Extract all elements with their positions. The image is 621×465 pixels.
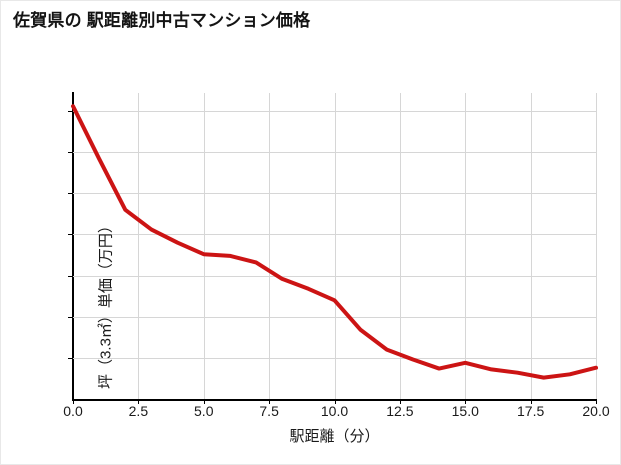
- y-tick-mark: [68, 193, 73, 195]
- x-tick-mark: [530, 399, 532, 404]
- chart-title: 佐賀県の 駅距離別中古マンション価格: [13, 11, 311, 30]
- y-tick-mark: [68, 234, 73, 236]
- x-tick-label: 12.5: [386, 403, 414, 419]
- x-axis-label: 駅距離（分）: [289, 428, 380, 445]
- x-tick-mark: [465, 399, 467, 404]
- x-tick-label: 5.0: [194, 403, 214, 419]
- gridline-vertical: [203, 93, 205, 399]
- x-tick-mark: [269, 399, 271, 404]
- x-tick-mark: [73, 399, 74, 404]
- x-tick-label: 2.5: [128, 403, 149, 419]
- gridline-vertical: [334, 93, 336, 399]
- x-tick-mark: [399, 399, 401, 404]
- x-tick-label: 10.0: [320, 403, 349, 419]
- gridline-vertical: [269, 93, 271, 399]
- x-tick-mark: [334, 399, 336, 404]
- x-tick-mark: [138, 399, 140, 404]
- plot-area-wrapper: 52.555.057.560.062.565.067.5 0.02.55.07.…: [63, 92, 610, 419]
- gridline-vertical: [530, 93, 532, 399]
- y-tick-mark: [68, 275, 73, 277]
- gridline-vertical: [596, 93, 597, 399]
- gridline-vertical: [399, 93, 401, 399]
- x-tick-label: 17.5: [517, 403, 545, 419]
- y-tick-mark: [68, 152, 73, 154]
- y-tick-mark: [68, 111, 73, 113]
- y-tick-mark: [68, 316, 73, 318]
- x-tick-label: 20.0: [582, 403, 610, 419]
- x-tick-mark: [596, 399, 597, 404]
- gridline-vertical: [465, 93, 467, 399]
- x-tick-label: 7.5: [259, 403, 279, 419]
- y-axis-label: 坪（3.3㎡）単価（万円）: [97, 218, 115, 389]
- x-tick-label: 15.0: [451, 403, 479, 419]
- y-tick-mark: [68, 357, 73, 359]
- gridline-vertical: [138, 93, 140, 399]
- y-axis-spine: [72, 92, 74, 400]
- series-line-坪単価: [71, 104, 598, 380]
- x-tick-label: 0.0: [63, 403, 83, 419]
- series-line-chart: [71, 104, 598, 380]
- x-tick-mark: [203, 399, 205, 404]
